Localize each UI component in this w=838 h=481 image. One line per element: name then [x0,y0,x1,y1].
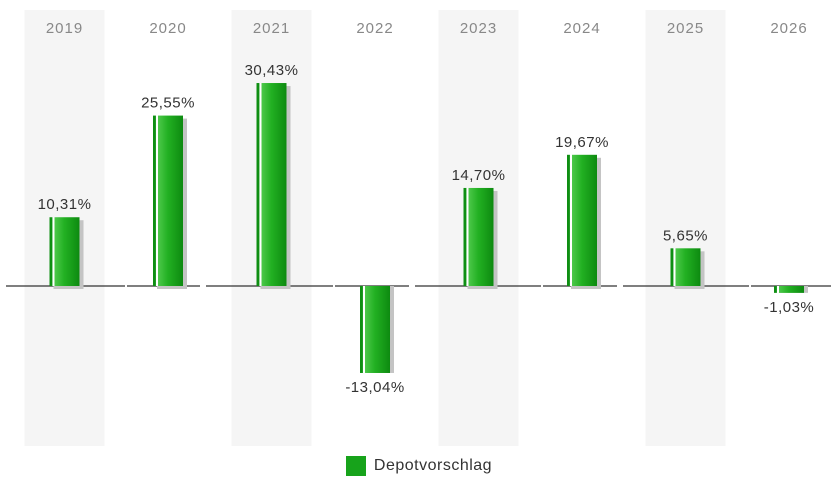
year-label: 2024 [563,20,600,37]
value-label: -13,04% [345,379,404,396]
value-labels: 10,31% 25,55% 30,43% -13,04% 14,70% 19,67% 5,6… [38,62,815,396]
bar-2026 [774,286,804,293]
bar-2019 [49,217,80,286]
year-label: 2020 [149,20,186,37]
value-label: 19,67% [555,134,609,151]
column-band [645,10,726,446]
value-label: -1,03% [764,299,815,316]
bar-2020 [153,115,183,286]
value-label: 5,65% [663,227,708,244]
value-label: 25,55% [141,95,195,112]
year-label: 2019 [46,20,83,37]
value-label: 10,31% [38,196,92,213]
year-label: 2023 [460,20,497,37]
bar-2024 [567,154,597,286]
legend: Depotvorschlag [0,451,838,481]
value-label: 14,70% [452,167,506,184]
year-label: 2021 [253,20,290,37]
bar-2023 [463,187,494,286]
year-labels: 2019 2020 2021 2022 2023 2024 2025 2026 [46,20,807,37]
legend-swatch [345,456,366,476]
year-label: 2026 [770,20,807,37]
bar-2022 [360,286,390,373]
bar-2025 [670,248,701,286]
year-label: 2022 [356,20,393,37]
chart: 2019 2020 2021 2022 2023 2024 2025 2026 10,31% 2… [6,10,831,446]
year-label: 2025 [667,20,704,37]
value-label: 30,43% [245,62,299,79]
legend-label: Depotvorschlag [373,457,493,474]
bars [49,83,804,373]
bar-2021 [256,83,287,287]
